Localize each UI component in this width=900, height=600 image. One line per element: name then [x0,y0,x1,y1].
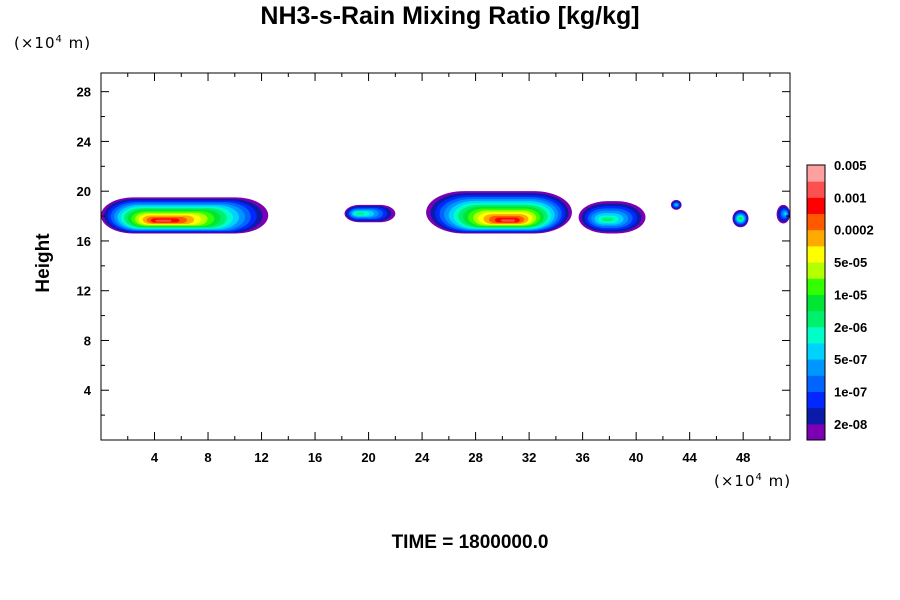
colorbar-label: 5e-05 [834,255,867,270]
contour-level [739,217,742,220]
colorbar-swatch [807,229,825,247]
cloud-region [344,204,396,223]
colorbar: 2e-08 1e-07 5e-07 2e-06 1e-05 5e-05 0.0002 0.00… [806,158,874,441]
cloud-region [670,199,682,210]
colorbar-swatch [807,245,825,263]
colorbar-label: 2e-08 [834,417,867,432]
x-tick-label: 48 [736,450,750,465]
colorbar-swatch [807,407,825,425]
colorbar-label: 0.0002 [834,223,874,238]
colorbar-swatch [807,181,825,198]
contour-level [501,219,516,222]
contour-level [155,219,172,222]
plot-fill-layer [101,191,790,234]
colorbar-label: 5e-07 [834,352,867,367]
x-tick-label: 4 [151,450,159,465]
colorbar-frame [806,164,826,441]
chart-title: NH3-s-Rain Mixing Ratio [kg/kg] [260,2,640,30]
colorbar-swatch [807,391,825,409]
colorbar-label: 1e-07 [834,384,867,399]
x-tick-label: 16 [308,450,322,465]
y-unit-label: (×104 m) [14,34,92,52]
colorbar-swatch [807,310,825,328]
colorbar-swatch [807,326,825,344]
colorbar-swatch [807,165,825,182]
y-tick-label: 28 [77,85,91,100]
plot-frame [100,72,791,441]
colorbar-label: 2e-06 [834,320,867,335]
colorbar-swatch [807,278,825,295]
cloud-region [578,201,646,234]
x-tick-label: 36 [575,450,589,465]
y-tick-label: 24 [77,134,92,149]
x-tick-label: 24 [415,450,430,465]
colorbar-swatch [807,213,825,231]
y-tick-label: 20 [77,184,91,199]
colorbar-swatch [807,197,825,215]
colorbar-swatch [807,294,825,312]
colorbar-swatch [807,262,825,279]
colorbar-swatch [807,375,825,392]
y-tick-label: 12 [77,284,91,299]
contour-level [355,212,365,215]
colorbar-label: 0.001 [834,190,867,205]
colorbar-swatch [807,342,825,360]
colorbar-label: 1e-05 [834,287,867,302]
x-tick-label: 28 [468,450,482,465]
contour-level [783,212,787,216]
x-tick-label: 44 [682,450,697,465]
cloud-region [101,197,269,234]
x-tick-label: 40 [629,450,643,465]
colorbar-label: 0.005 [834,158,867,173]
x-tick-label: 12 [254,450,268,465]
y-tick-label: 4 [84,383,92,398]
colorbar-swatch [807,423,825,441]
contour-level [675,204,678,206]
y-tick-label: 16 [77,234,91,249]
x-tick-label: 20 [361,450,375,465]
x-tick-label: 32 [522,450,536,465]
cloud-region [426,191,572,234]
contour-level [601,217,614,222]
colorbar-swatch [807,359,825,376]
cloud-region [776,204,790,224]
x-unit-label: (×104 m) [714,472,792,490]
y-tick-label: 8 [84,333,91,348]
time-label: TIME = 1800000.0 [391,532,549,553]
x-tick-label: 8 [204,450,211,465]
cloud-region [732,209,749,228]
